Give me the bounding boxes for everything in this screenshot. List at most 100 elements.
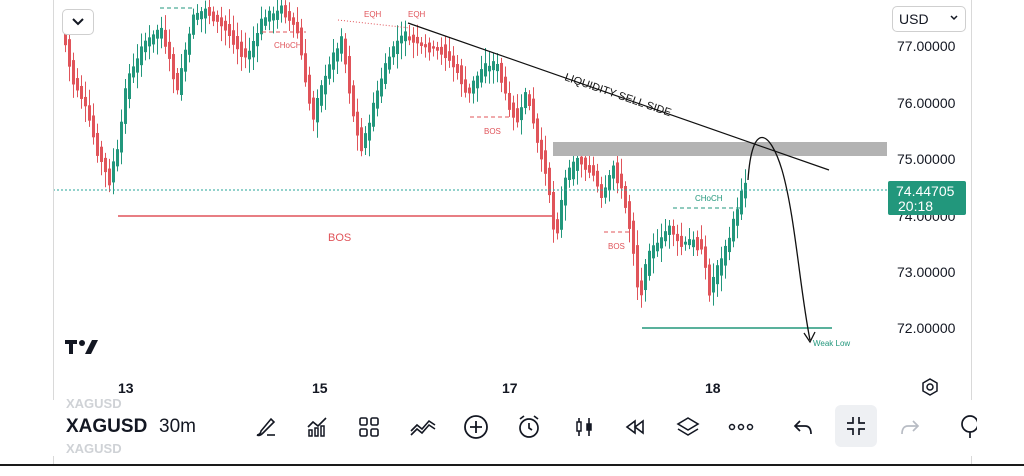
indicators-icon[interactable] — [300, 410, 334, 444]
candle-body — [140, 46, 143, 66]
chart-type-icon[interactable] — [567, 410, 601, 444]
candle-body — [108, 168, 111, 186]
candle-body — [180, 68, 183, 95]
candle-body — [292, 17, 295, 25]
interval-button[interactable]: 30m — [159, 416, 196, 437]
candle-body — [724, 245, 727, 266]
choch-top-label: CHoCH — [274, 41, 302, 50]
undo-icon[interactable] — [786, 410, 820, 444]
redo-icon[interactable] — [893, 410, 927, 444]
projection-arrow — [747, 136, 811, 341]
eqh-line — [337, 19, 411, 29]
brush-icon[interactable] — [248, 410, 282, 444]
candle-body — [348, 56, 351, 94]
candle-body — [100, 146, 103, 162]
candle-body — [368, 122, 371, 141]
candle-body — [700, 239, 703, 250]
candle-body — [84, 96, 87, 107]
candle-body — [636, 245, 639, 288]
candle-body — [424, 44, 427, 48]
candle-body — [248, 50, 251, 60]
compare-icon[interactable] — [406, 410, 440, 444]
candle-body — [320, 85, 323, 106]
candle-body — [184, 49, 187, 72]
layers-icon[interactable] — [671, 410, 705, 444]
candle-body — [480, 69, 483, 83]
candle-body — [404, 31, 407, 42]
candle-body — [488, 65, 491, 72]
candle-body — [484, 63, 487, 77]
candle-body — [732, 218, 735, 242]
candle-body — [668, 225, 671, 235]
candle-body — [648, 250, 651, 276]
object-tree-icon[interactable] — [950, 410, 984, 444]
candle-body — [692, 239, 695, 248]
candle-body — [228, 24, 231, 36]
candle-body — [304, 53, 307, 83]
candle-body — [512, 102, 515, 118]
add-icon[interactable] — [459, 410, 493, 444]
candle-body — [308, 74, 311, 104]
candle-body — [456, 64, 459, 73]
chevron-down-icon — [72, 18, 84, 26]
candle-body — [624, 186, 627, 208]
layouts-icon[interactable] — [352, 410, 386, 444]
candle-body — [68, 39, 71, 67]
candle-body — [204, 8, 207, 19]
symbol-name[interactable]: XAGUSD — [66, 416, 148, 437]
candle-body — [652, 245, 655, 259]
candle-body — [468, 87, 471, 94]
time-axis[interactable]: 13 15 17 18 — [118, 380, 721, 396]
candle-body — [620, 173, 623, 189]
candle-body — [596, 170, 599, 187]
candle-body — [300, 27, 303, 56]
candle-body — [556, 219, 559, 234]
time-label: 17 — [502, 380, 518, 396]
replay-icon[interactable] — [618, 410, 652, 444]
candle-body — [188, 33, 191, 55]
currency-select[interactable]: USD — [892, 6, 966, 32]
more-icon[interactable] — [724, 410, 758, 444]
supply-zone — [553, 142, 887, 156]
candle-body — [444, 44, 447, 59]
candle-body — [260, 18, 263, 35]
symbol-ghost-above: XAGUSD — [66, 396, 122, 411]
candle-body — [608, 175, 611, 191]
candle-body — [336, 48, 339, 62]
bos-mid-label: BOS — [484, 127, 501, 136]
candle-body — [212, 11, 215, 22]
chart-canvas[interactable]: BOS EQH EQH CHoCH BOS BOS CHoCH Weak Low… — [53, 0, 973, 400]
weak-low-label: Weak Low — [813, 339, 850, 348]
candle-body — [520, 107, 523, 121]
candle-body — [560, 199, 563, 230]
time-label: 13 — [118, 380, 134, 396]
candle-body — [472, 80, 475, 94]
candle-body — [628, 201, 631, 229]
candle-body — [400, 35, 403, 44]
candle-body — [396, 40, 399, 55]
price-axis[interactable]: 77.00000 76.00000 75.00000 74.00000 73.0… — [897, 38, 956, 336]
candle-body — [632, 220, 635, 254]
alert-icon[interactable] — [512, 410, 546, 444]
candle-body — [144, 40, 147, 53]
candle-body — [656, 242, 659, 252]
candle-body — [104, 157, 107, 173]
candle-body — [112, 161, 115, 183]
candle-body — [148, 37, 151, 47]
bos-main-label: BOS — [328, 232, 351, 244]
candle-body — [564, 177, 567, 206]
candle-body — [128, 73, 131, 100]
bar-countdown: 20:18 — [898, 198, 934, 214]
fullscreen-exit-icon[interactable] — [835, 405, 877, 447]
price-label: 73.00000 — [897, 264, 956, 280]
candle-body — [208, 7, 211, 16]
candle-body — [240, 41, 243, 57]
chevron-down-icon — [950, 15, 958, 21]
candle-body — [568, 167, 571, 181]
candle-body — [672, 225, 675, 235]
candle-body — [196, 12, 199, 20]
candle-body — [160, 27, 163, 39]
settings-icon[interactable] — [920, 377, 940, 402]
collapse-button[interactable] — [62, 9, 94, 35]
candle-body — [296, 21, 299, 34]
